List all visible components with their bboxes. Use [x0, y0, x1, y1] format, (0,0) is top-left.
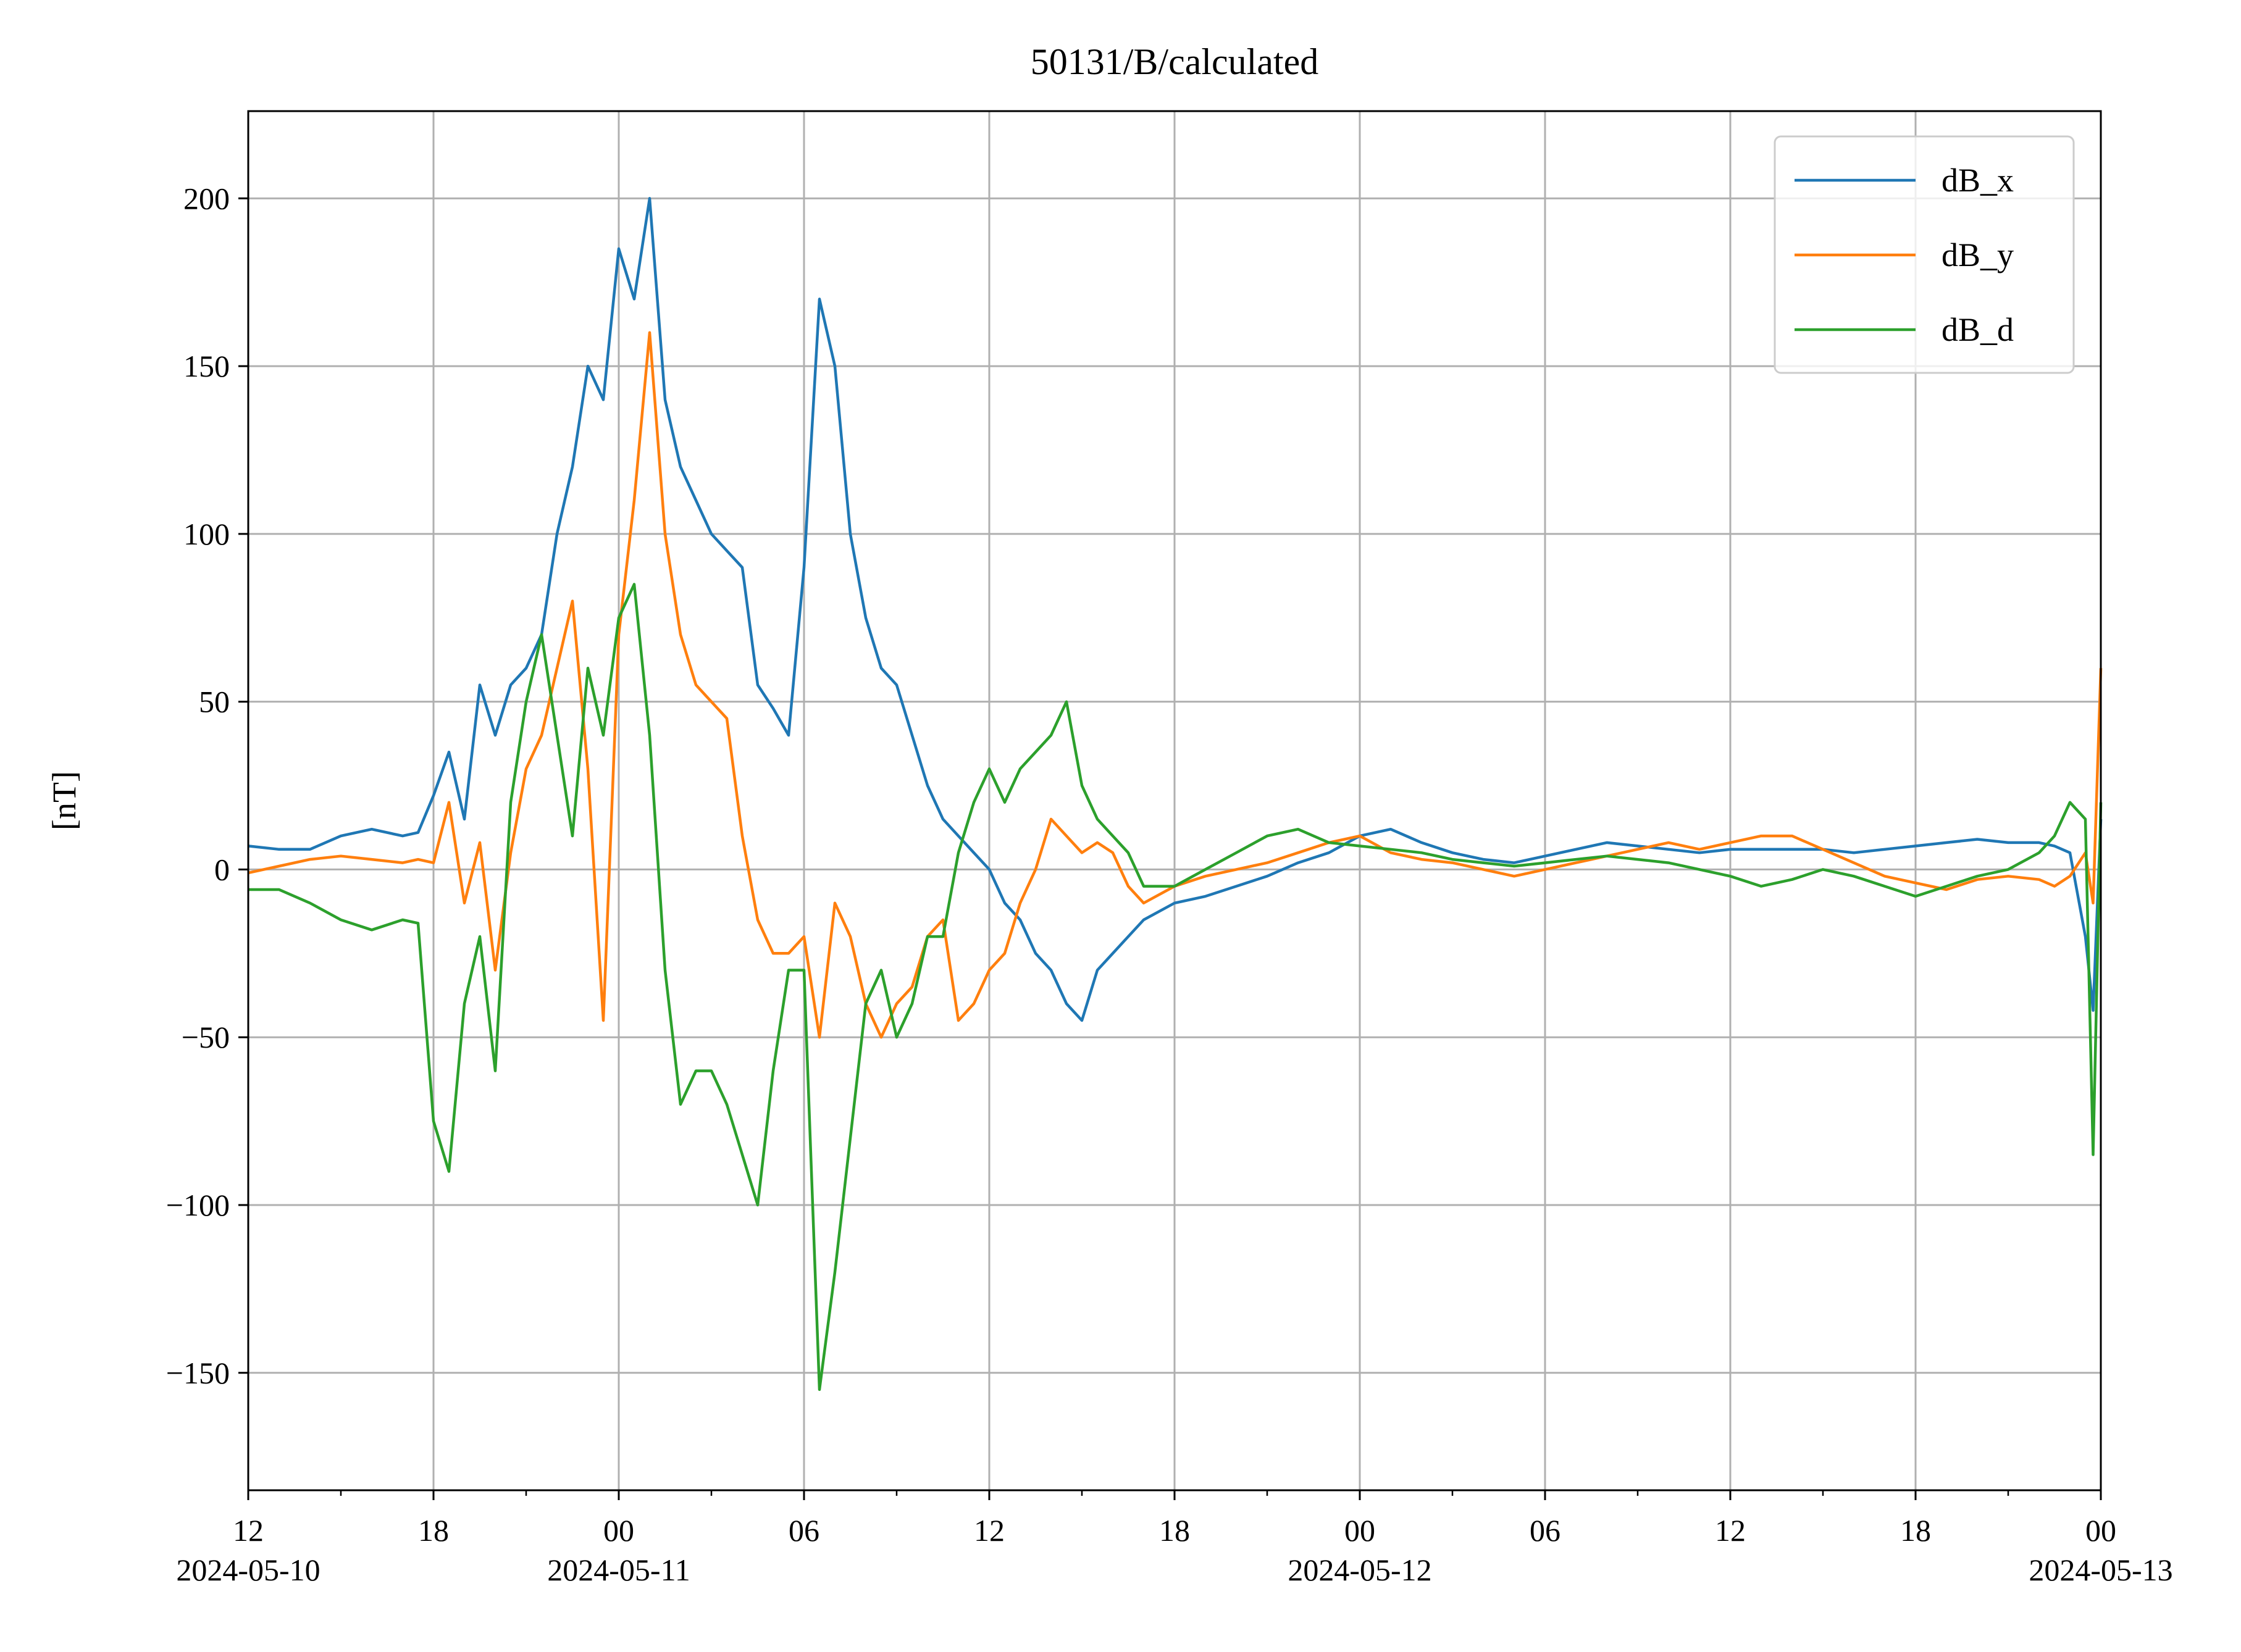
x-tick-label: 00: [603, 1513, 634, 1548]
x-date-label: 2024-05-13: [2029, 1553, 2172, 1587]
x-tick-label: 00: [2085, 1513, 2116, 1548]
series-lines: [248, 197, 2103, 1391]
y-tick-label: 200: [183, 181, 230, 215]
series-line-db-y: [248, 331, 2103, 1039]
x-tick-label: 12: [233, 1513, 264, 1548]
y-tick-label: 50: [199, 685, 230, 719]
x-date-label: 2024-05-10: [176, 1553, 320, 1587]
x-date-label: 2024-05-11: [547, 1553, 690, 1587]
legend-label: dB_x: [1942, 162, 2014, 199]
x-tick-label: 00: [1344, 1513, 1375, 1548]
legend: dB_x dB_y dB_d: [1774, 135, 2075, 374]
x-date-label: 2024-05-12: [1288, 1553, 1431, 1587]
x-tick-label: 18: [1900, 1513, 1931, 1548]
x-tick-label: 06: [789, 1513, 819, 1548]
y-tick-label: 150: [183, 349, 230, 383]
y-tick-label: 100: [183, 517, 230, 551]
legend-label: dB_y: [1942, 236, 2014, 273]
x-tick-label: 18: [1159, 1513, 1190, 1548]
y-tick-label: −100: [166, 1188, 230, 1222]
x-tick-label: 06: [1530, 1513, 1560, 1548]
axis-ticks: 12 2024-05-10 18 00 2024-05-11 06 12 18 00 2024-0…: [166, 181, 2173, 1587]
x-tick-label: 12: [1715, 1513, 1746, 1548]
x-tick-label: 18: [418, 1513, 449, 1548]
y-axis-label: [nT]: [46, 771, 83, 830]
y-tick-label: 0: [214, 852, 230, 886]
legend-label: dB_d: [1942, 311, 2014, 348]
series-line-db-d: [248, 583, 2103, 1391]
legend-box: [1774, 135, 2075, 374]
chart-title: 50131/B/calculated: [1031, 41, 1319, 82]
y-tick-label: −50: [182, 1020, 230, 1054]
y-tick-label: −150: [166, 1356, 230, 1390]
series-line-db-x: [248, 197, 2103, 1022]
x-tick-label: 12: [974, 1513, 1005, 1548]
